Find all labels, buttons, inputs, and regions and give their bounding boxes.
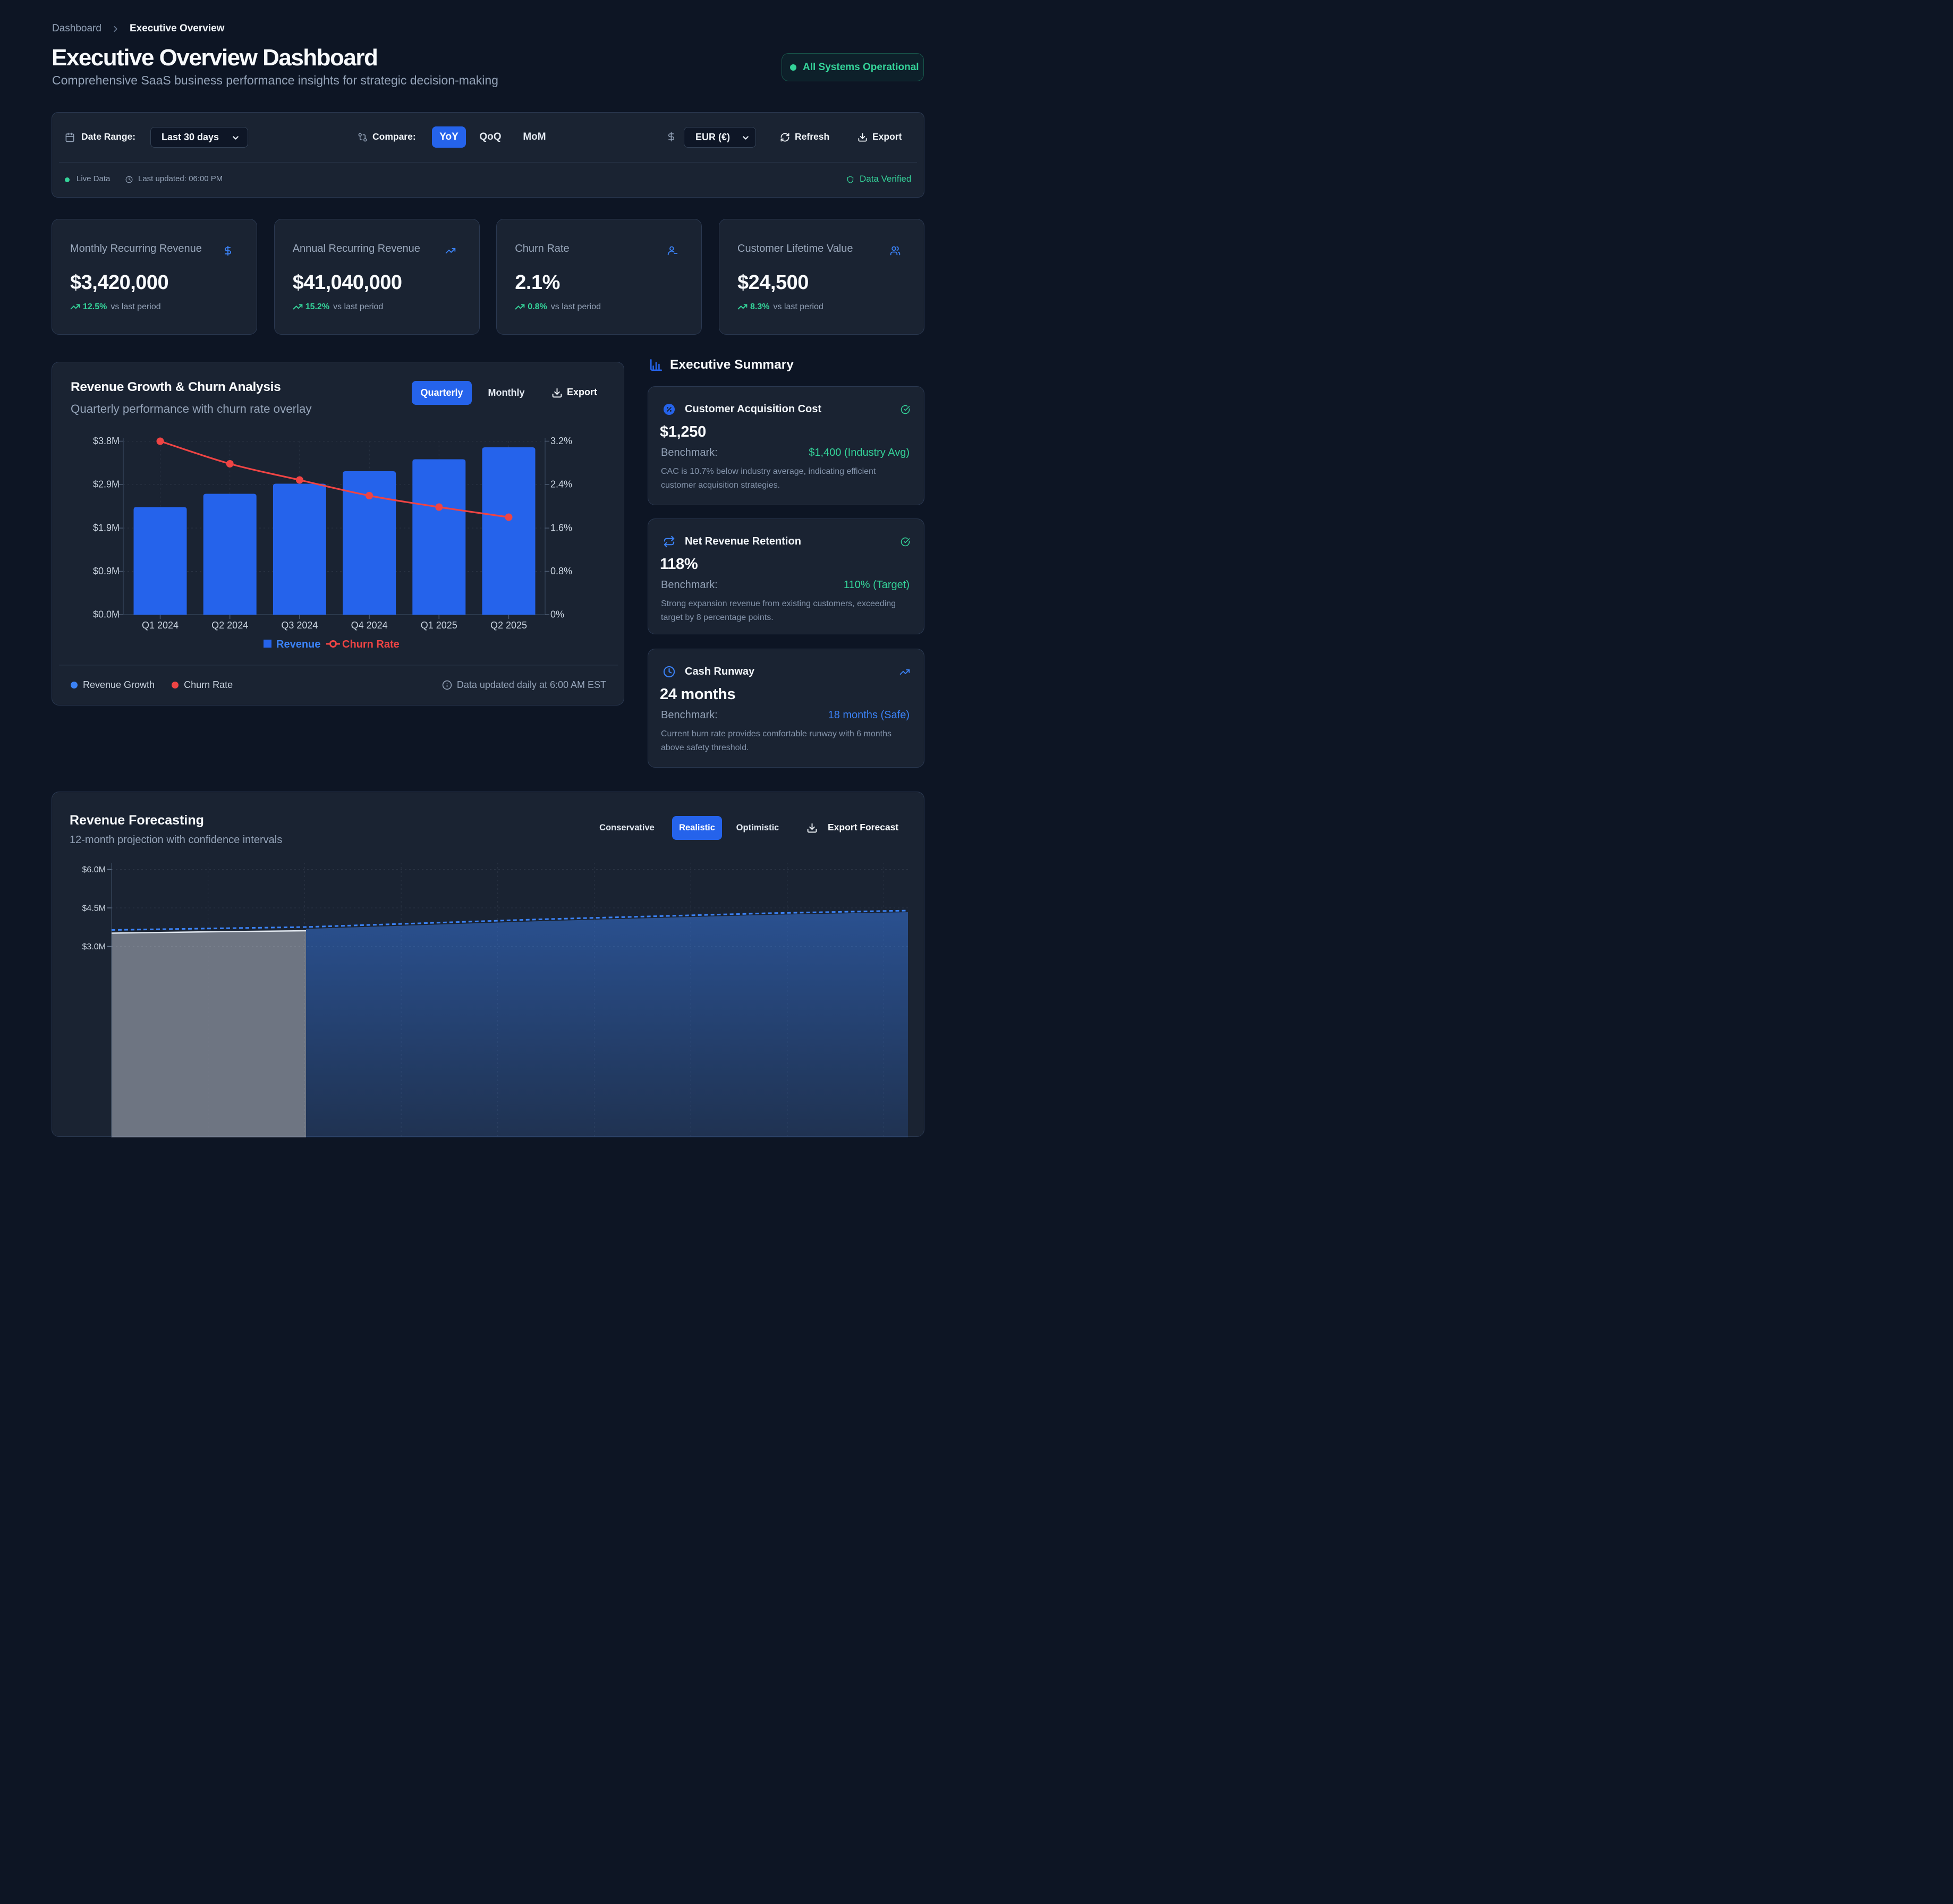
svg-text:$6.0M: $6.0M [82, 865, 106, 874]
svg-text:0%: 0% [550, 609, 564, 620]
svg-text:2.4%: 2.4% [550, 479, 572, 490]
svg-text:$4.5M: $4.5M [82, 904, 106, 913]
svg-text:$2.9M: $2.9M [93, 479, 120, 490]
svg-text:0.8%: 0.8% [550, 566, 572, 576]
svg-text:$3.8M: $3.8M [93, 436, 120, 446]
svg-text:Q3 2024: Q3 2024 [281, 620, 318, 631]
svg-text:$1.9M: $1.9M [93, 523, 120, 533]
svg-text:Q2 2025: Q2 2025 [490, 620, 527, 631]
svg-text:Q4 2024: Q4 2024 [351, 620, 388, 631]
svg-text:$3.0M: $3.0M [82, 942, 106, 951]
svg-text:Q1 2024: Q1 2024 [142, 620, 179, 631]
svg-text:Q1 2025: Q1 2025 [421, 620, 457, 631]
svg-text:1.6%: 1.6% [550, 523, 572, 533]
svg-text:$0.9M: $0.9M [93, 566, 120, 576]
svg-text:Revenue: Revenue [276, 639, 320, 650]
svg-text:Churn Rate: Churn Rate [342, 639, 400, 650]
svg-text:$0.0M: $0.0M [93, 609, 120, 620]
svg-text:3.2%: 3.2% [550, 436, 572, 446]
svg-text:Q2 2024: Q2 2024 [211, 620, 248, 631]
